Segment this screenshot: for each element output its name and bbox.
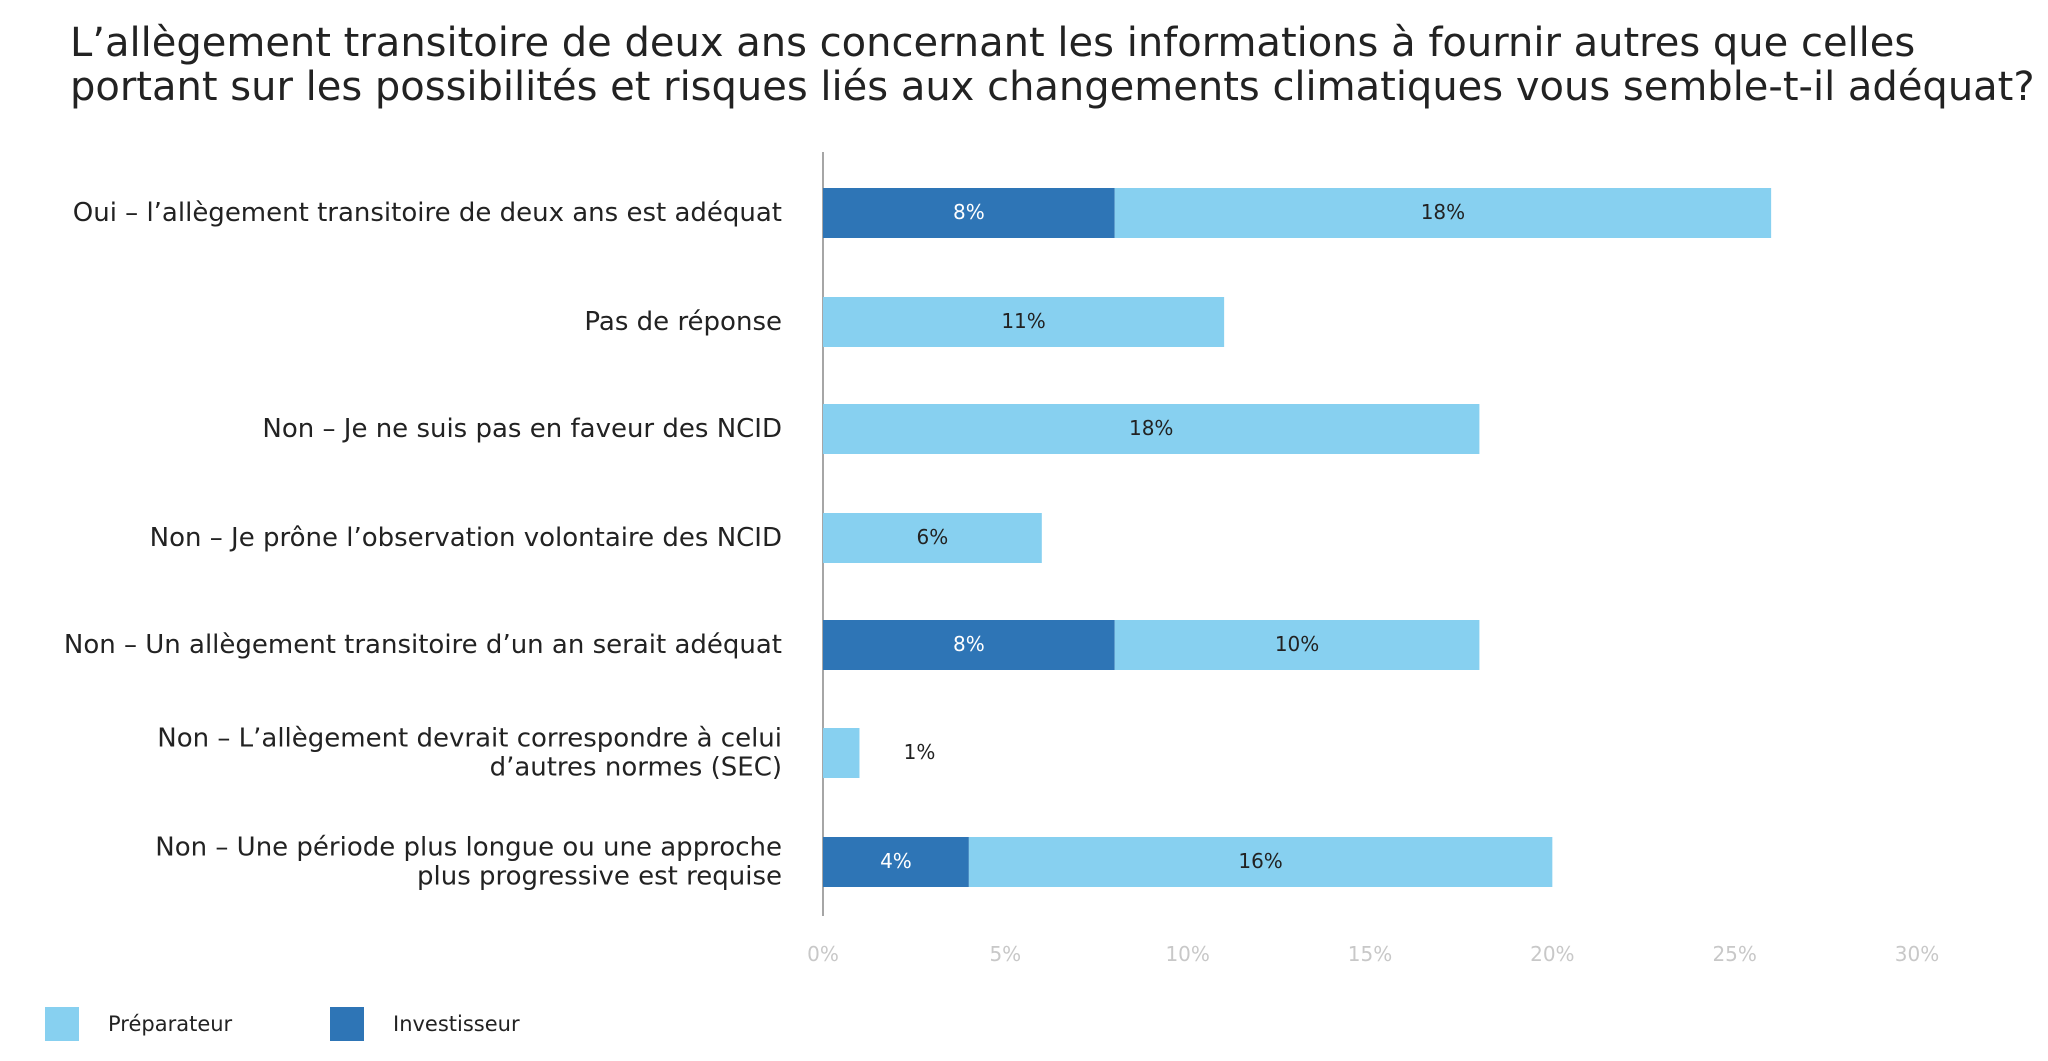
category-label: Oui – l’allègement transitoire de deux a… [73, 198, 782, 228]
category-label: Non – Je ne suis pas en faveur des NCID [262, 414, 782, 444]
bar-segment [823, 837, 969, 887]
bar-segment [1114, 620, 1480, 670]
bar-segment [823, 728, 860, 778]
data-label: 18% [1129, 416, 1173, 440]
bar-segment [1114, 188, 1772, 238]
legend-swatch [330, 1007, 364, 1041]
legend-swatch [45, 1007, 79, 1041]
data-label: 16% [1238, 849, 1282, 873]
data-label: 8% [953, 200, 985, 224]
category-label: Non – L’allègement devrait correspondre … [157, 723, 782, 782]
data-label: 8% [953, 632, 985, 656]
data-label: 18% [1421, 200, 1465, 224]
bar-segment [823, 188, 1115, 238]
x-tick-label: 0% [807, 942, 839, 966]
data-label: 4% [880, 849, 912, 873]
chart-title: L’allègement transitoire de deux ans con… [70, 20, 2035, 110]
category-label: Non – Une période plus longue ou une app… [155, 832, 782, 891]
data-label: 1% [904, 740, 936, 764]
bar-segment [823, 297, 1225, 347]
bar-segment [823, 620, 1115, 670]
legend-label: Investisseur [393, 1012, 520, 1036]
x-tick-label: 20% [1530, 942, 1574, 966]
x-tick-label: 15% [1348, 942, 1392, 966]
bar-segment [823, 513, 1042, 563]
category-label: Pas de réponse [584, 307, 782, 337]
x-tick-label: 10% [1165, 942, 1209, 966]
category-label: Non – Un allègement transitoire d’un an … [64, 630, 782, 660]
data-label: 10% [1275, 632, 1319, 656]
bar-segment [968, 837, 1553, 887]
legend-label: Préparateur [108, 1012, 233, 1036]
bar-segment [823, 404, 1480, 454]
category-label: Non – Je prône l’observation volontaire … [150, 523, 782, 553]
x-tick-label: 25% [1712, 942, 1756, 966]
x-tick-label: 30% [1895, 942, 1939, 966]
data-label: 11% [1001, 309, 1045, 333]
data-label: 6% [917, 525, 949, 549]
x-tick-label: 5% [989, 942, 1021, 966]
